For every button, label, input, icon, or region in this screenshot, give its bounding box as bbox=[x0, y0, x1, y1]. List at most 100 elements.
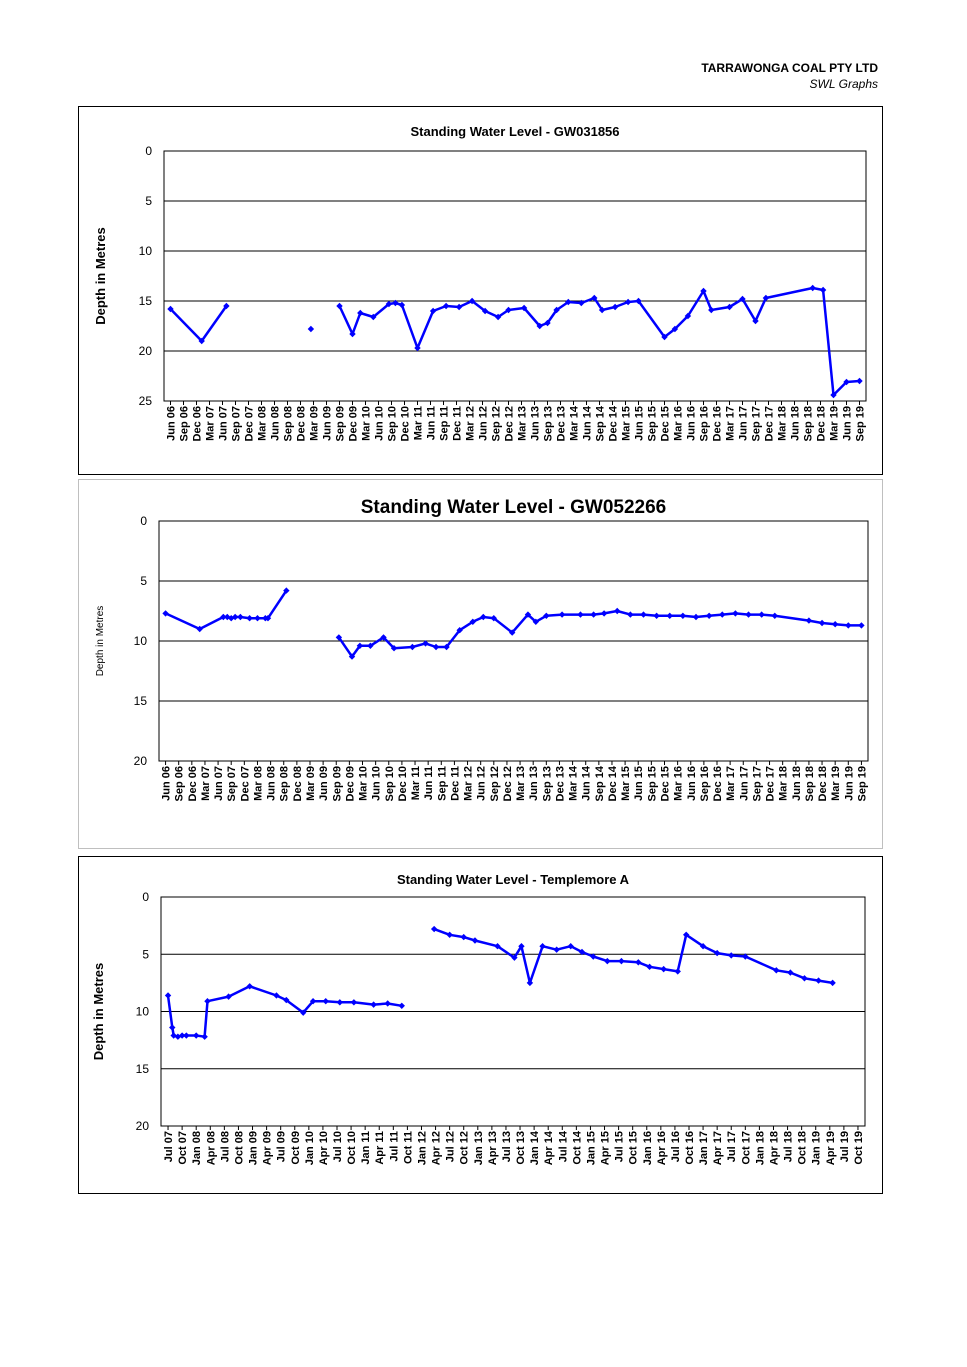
x-tick-label: Sep 14 bbox=[595, 405, 607, 441]
x-tick-label: Oct 16 bbox=[684, 1131, 696, 1165]
x-tick-label: Oct 08 bbox=[233, 1131, 245, 1165]
data-point bbox=[578, 299, 585, 307]
data-point bbox=[429, 307, 437, 315]
x-tick-label: Dec 15 bbox=[660, 406, 672, 441]
y-tick-label: 5 bbox=[140, 574, 147, 588]
x-tick-label: Mar 08 bbox=[252, 766, 264, 801]
x-tick-label: Oct 07 bbox=[177, 1131, 189, 1165]
y-tick-label: 0 bbox=[140, 514, 147, 528]
data-point bbox=[526, 979, 534, 987]
x-tick-label: Jun 18 bbox=[791, 766, 803, 801]
data-point bbox=[471, 937, 479, 944]
data-point bbox=[666, 612, 673, 619]
data-point bbox=[167, 305, 174, 313]
x-tick-label: Jan 14 bbox=[529, 1130, 541, 1165]
x-tick-label: Apr 15 bbox=[600, 1131, 612, 1165]
y-tick-label: 10 bbox=[136, 1005, 150, 1019]
data-point bbox=[174, 1033, 182, 1040]
x-tick-label: Mar 09 bbox=[309, 406, 321, 441]
x-tick-label: Jun 12 bbox=[476, 766, 488, 801]
x-tick-label: Sep 12 bbox=[489, 766, 501, 801]
x-tick-label: Dec 10 bbox=[397, 766, 409, 801]
x-tick-label: Mar 19 bbox=[829, 406, 841, 441]
data-point bbox=[398, 1002, 405, 1009]
x-tick-label: Apr 08 bbox=[205, 1131, 217, 1165]
x-tick-label: Mar 17 bbox=[725, 766, 737, 801]
data-point bbox=[591, 294, 598, 302]
x-tick-label: Jul 17 bbox=[726, 1131, 738, 1162]
data-point bbox=[505, 306, 512, 314]
x-tick-label: Jun 14 bbox=[582, 405, 594, 441]
series-line-segment bbox=[338, 286, 860, 397]
x-tick-label: Mar 11 bbox=[410, 766, 422, 800]
data-point bbox=[705, 612, 713, 619]
x-tick-label: Jun 16 bbox=[686, 406, 698, 441]
data-point bbox=[624, 298, 632, 306]
data-point bbox=[246, 615, 253, 622]
data-point bbox=[708, 306, 715, 314]
x-tick-label: Mar 09 bbox=[305, 766, 317, 801]
x-tick-label: Jun 19 bbox=[843, 766, 855, 801]
data-point bbox=[414, 344, 421, 352]
x-tick-label: Mar 17 bbox=[725, 406, 737, 441]
data-point bbox=[494, 313, 502, 321]
data-point bbox=[553, 306, 560, 314]
x-tick-label: Jan 13 bbox=[473, 1131, 485, 1165]
data-point bbox=[679, 612, 687, 619]
x-tick-label: Dec 13 bbox=[554, 766, 566, 801]
data-point bbox=[815, 977, 822, 984]
x-tick-label: Jun 15 bbox=[633, 766, 645, 801]
x-tick-label: Jul 07 bbox=[163, 1131, 175, 1162]
chart-svg: Standing Water Level - Templemore A 0 5 10 1… bbox=[91, 872, 866, 1165]
data-point bbox=[558, 611, 566, 618]
x-tick-label: Dec 12 bbox=[504, 406, 516, 441]
data-point bbox=[384, 1000, 391, 1007]
x-tick-label: Apr 19 bbox=[825, 1131, 837, 1165]
series-line-segment bbox=[433, 927, 833, 985]
x-tick-label: Dec 17 bbox=[764, 406, 776, 441]
x-tick-label: Mar 12 bbox=[463, 766, 475, 801]
x-tick-label: Mar 12 bbox=[465, 406, 477, 441]
chart-svg: Standing Water Level - GW031856 0 5 10 15 20 2… bbox=[93, 124, 867, 441]
x-tick-label: Mar 13 bbox=[517, 406, 529, 441]
x-tick-label: Jun 16 bbox=[686, 766, 698, 801]
x-tick-label: Mar 10 bbox=[361, 406, 373, 441]
x-tick-label: Dec 16 bbox=[712, 406, 724, 441]
x-tick-label: Jan 10 bbox=[304, 1131, 316, 1165]
x-tick-label: Sep 08 bbox=[279, 766, 291, 801]
x-tick-label: Sep 10 bbox=[384, 766, 396, 801]
data-point bbox=[336, 999, 344, 1006]
x-tick-label: Mar 11 bbox=[413, 406, 425, 440]
data-point bbox=[443, 643, 450, 651]
x-tick-label: Dec 09 bbox=[344, 766, 356, 801]
x-tick-label: Oct 09 bbox=[290, 1131, 302, 1165]
data-point bbox=[742, 953, 749, 960]
data-point bbox=[322, 997, 329, 1005]
x-tick-label: Sep 09 bbox=[335, 406, 347, 441]
chart-title: Standing Water Level - Templemore A bbox=[397, 872, 630, 887]
data-point bbox=[830, 391, 837, 399]
y-tick-label: 10 bbox=[134, 634, 148, 648]
data-point bbox=[357, 309, 364, 317]
y-axis-label: Depth in Metres bbox=[93, 227, 108, 325]
data-point bbox=[536, 322, 543, 330]
x-tick-label: Oct 15 bbox=[628, 1131, 640, 1165]
x-tick-label: Mar 10 bbox=[358, 766, 370, 801]
y-tick-label: 25 bbox=[139, 394, 153, 408]
data-point bbox=[254, 615, 261, 622]
x-tick-label: Apr 16 bbox=[656, 1131, 668, 1165]
y-tick-label: 0 bbox=[142, 890, 149, 904]
x-tick-label: Dec 16 bbox=[712, 766, 724, 801]
x-tick-label: Jul 15 bbox=[614, 1131, 626, 1162]
x-tick-label: Jan 19 bbox=[811, 1131, 823, 1165]
y-tick-label: 15 bbox=[134, 694, 148, 708]
x-tick-label: Dec 06 bbox=[187, 766, 199, 801]
x-tick-label: Jun 06 bbox=[166, 406, 178, 441]
x-tick-label: Dec 07 bbox=[239, 766, 251, 801]
x-tick-label: Jan 18 bbox=[754, 1131, 766, 1165]
data-point bbox=[224, 613, 231, 621]
data-point bbox=[468, 297, 476, 305]
data-point bbox=[565, 298, 572, 306]
x-tick-label: Sep 11 bbox=[436, 766, 448, 801]
data-point bbox=[771, 612, 778, 619]
